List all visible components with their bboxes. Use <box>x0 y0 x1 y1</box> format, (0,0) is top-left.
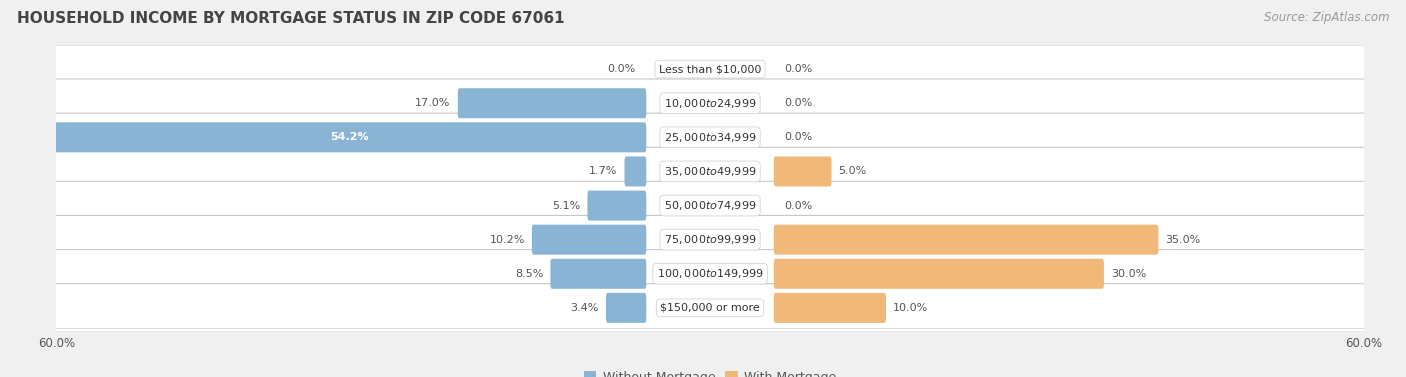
Text: $75,000 to $99,999: $75,000 to $99,999 <box>664 233 756 246</box>
FancyBboxPatch shape <box>48 181 1372 230</box>
FancyBboxPatch shape <box>531 225 647 255</box>
Text: $150,000 or more: $150,000 or more <box>661 303 759 313</box>
Text: 10.0%: 10.0% <box>893 303 928 313</box>
FancyBboxPatch shape <box>550 259 647 289</box>
Text: 0.0%: 0.0% <box>785 132 813 143</box>
FancyBboxPatch shape <box>773 225 1159 255</box>
Text: 54.2%: 54.2% <box>330 132 368 143</box>
Text: $35,000 to $49,999: $35,000 to $49,999 <box>664 165 756 178</box>
FancyBboxPatch shape <box>48 79 1372 127</box>
FancyBboxPatch shape <box>48 113 1372 162</box>
Text: 5.0%: 5.0% <box>838 166 868 176</box>
FancyBboxPatch shape <box>48 147 1372 196</box>
Text: 3.4%: 3.4% <box>571 303 599 313</box>
Text: 17.0%: 17.0% <box>415 98 451 108</box>
FancyBboxPatch shape <box>48 250 1372 298</box>
FancyBboxPatch shape <box>773 259 1104 289</box>
Text: $100,000 to $149,999: $100,000 to $149,999 <box>657 267 763 280</box>
Text: 10.2%: 10.2% <box>489 234 524 245</box>
Text: 0.0%: 0.0% <box>607 64 636 74</box>
Text: 30.0%: 30.0% <box>1111 269 1146 279</box>
Text: $25,000 to $34,999: $25,000 to $34,999 <box>664 131 756 144</box>
Text: 0.0%: 0.0% <box>785 201 813 211</box>
FancyBboxPatch shape <box>48 45 1372 93</box>
Text: 0.0%: 0.0% <box>785 64 813 74</box>
Text: $50,000 to $74,999: $50,000 to $74,999 <box>664 199 756 212</box>
FancyBboxPatch shape <box>52 122 647 152</box>
FancyBboxPatch shape <box>588 190 647 221</box>
Text: 0.0%: 0.0% <box>785 98 813 108</box>
Text: 1.7%: 1.7% <box>589 166 617 176</box>
Text: 8.5%: 8.5% <box>515 269 543 279</box>
FancyBboxPatch shape <box>48 215 1372 264</box>
Text: 5.1%: 5.1% <box>553 201 581 211</box>
FancyBboxPatch shape <box>773 156 831 187</box>
FancyBboxPatch shape <box>624 156 647 187</box>
Text: 35.0%: 35.0% <box>1166 234 1201 245</box>
Text: HOUSEHOLD INCOME BY MORTGAGE STATUS IN ZIP CODE 67061: HOUSEHOLD INCOME BY MORTGAGE STATUS IN Z… <box>17 11 564 26</box>
Text: Source: ZipAtlas.com: Source: ZipAtlas.com <box>1264 11 1389 24</box>
Text: $10,000 to $24,999: $10,000 to $24,999 <box>664 97 756 110</box>
FancyBboxPatch shape <box>773 293 886 323</box>
Legend: Without Mortgage, With Mortgage: Without Mortgage, With Mortgage <box>579 366 841 377</box>
FancyBboxPatch shape <box>606 293 647 323</box>
FancyBboxPatch shape <box>48 284 1372 332</box>
Text: Less than $10,000: Less than $10,000 <box>659 64 761 74</box>
FancyBboxPatch shape <box>458 88 647 118</box>
